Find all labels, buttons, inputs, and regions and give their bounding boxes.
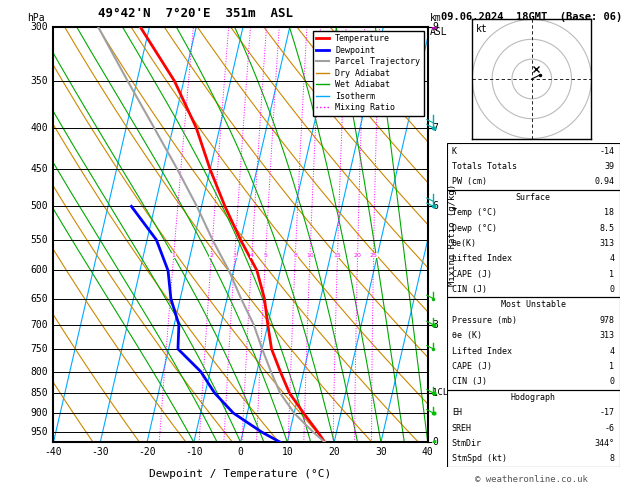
Text: km: km	[430, 13, 442, 22]
Text: CIN (J): CIN (J)	[452, 285, 487, 294]
Bar	[447, 390, 620, 467]
Text: 0: 0	[238, 447, 243, 457]
Text: Dewpoint / Temperature (°C): Dewpoint / Temperature (°C)	[150, 469, 331, 479]
Text: StmSpd (kt): StmSpd (kt)	[452, 454, 507, 463]
Text: 3: 3	[432, 320, 438, 330]
Text: 9: 9	[432, 22, 438, 32]
Text: 25: 25	[370, 253, 377, 258]
Text: Pressure (mb): Pressure (mb)	[452, 316, 517, 325]
Text: Lifted Index: Lifted Index	[452, 254, 512, 263]
Bar	[447, 190, 620, 297]
Text: 344°: 344°	[594, 439, 615, 448]
Text: 09.06.2024  18GMT  (Base: 06): 09.06.2024 18GMT (Base: 06)	[441, 12, 622, 22]
Text: 30: 30	[375, 447, 387, 457]
Text: 313: 313	[599, 331, 615, 340]
Text: 10: 10	[282, 447, 293, 457]
Text: -20: -20	[138, 447, 156, 457]
Text: 8: 8	[610, 454, 615, 463]
Text: 3: 3	[233, 253, 237, 258]
Text: Lifted Index: Lifted Index	[452, 347, 512, 356]
Text: 850: 850	[30, 388, 48, 398]
Text: 900: 900	[30, 408, 48, 418]
Text: -17: -17	[599, 408, 615, 417]
Text: 4: 4	[250, 253, 254, 258]
Text: -6: -6	[604, 424, 615, 433]
Text: 8: 8	[293, 253, 298, 258]
Text: Totals Totals: Totals Totals	[452, 162, 517, 171]
Text: -40: -40	[45, 447, 62, 457]
Text: kt: kt	[476, 24, 487, 34]
Bar	[447, 297, 620, 390]
Text: PW (cm): PW (cm)	[452, 177, 487, 186]
Text: 600: 600	[30, 265, 48, 276]
Text: 0: 0	[610, 378, 615, 386]
Text: Mixing Ratio (g/kg): Mixing Ratio (g/kg)	[448, 183, 457, 286]
Legend: Temperature, Dewpoint, Parcel Trajectory, Dry Adiabat, Wet Adiabat, Isotherm, Mi: Temperature, Dewpoint, Parcel Trajectory…	[313, 31, 423, 116]
Text: -14: -14	[599, 147, 615, 156]
Text: 5: 5	[264, 253, 267, 258]
Text: 450: 450	[30, 164, 48, 174]
Text: 950: 950	[30, 427, 48, 437]
Text: CIN (J): CIN (J)	[452, 378, 487, 386]
Text: -30: -30	[91, 447, 109, 457]
Text: 500: 500	[30, 201, 48, 211]
Text: 4: 4	[610, 254, 615, 263]
Text: 300: 300	[30, 22, 48, 32]
Text: 20: 20	[353, 253, 362, 258]
Text: Temp (°C): Temp (°C)	[452, 208, 497, 217]
Text: -10: -10	[185, 447, 203, 457]
Text: 20: 20	[328, 447, 340, 457]
Text: 400: 400	[30, 123, 48, 133]
Text: 700: 700	[30, 320, 48, 330]
Text: SREH: SREH	[452, 424, 472, 433]
Text: ASL: ASL	[430, 27, 447, 37]
Text: 4: 4	[610, 347, 615, 356]
Text: 800: 800	[30, 366, 48, 377]
Text: 0: 0	[432, 437, 438, 447]
Text: 1: 1	[172, 253, 175, 258]
Text: 6: 6	[432, 201, 438, 211]
Text: 0: 0	[610, 285, 615, 294]
Text: 2: 2	[209, 253, 213, 258]
Text: 49°42'N  7°20'E  351m  ASL: 49°42'N 7°20'E 351m ASL	[98, 7, 293, 20]
Text: 650: 650	[30, 294, 48, 304]
Text: 10: 10	[306, 253, 314, 258]
Text: 7: 7	[432, 123, 438, 133]
Text: Hodograph: Hodograph	[511, 393, 555, 402]
Text: EH: EH	[452, 408, 462, 417]
Text: hPa: hPa	[27, 13, 45, 22]
Text: 1: 1	[432, 388, 438, 398]
Text: 550: 550	[30, 235, 48, 245]
Text: θe(K): θe(K)	[452, 239, 477, 248]
Text: K: K	[452, 147, 457, 156]
Text: Surface: Surface	[516, 193, 550, 202]
Text: 1: 1	[610, 362, 615, 371]
Text: 313: 313	[599, 239, 615, 248]
Text: 15: 15	[333, 253, 342, 258]
Text: 0.94: 0.94	[594, 177, 615, 186]
Text: Most Unstable: Most Unstable	[501, 300, 565, 310]
Text: 39: 39	[604, 162, 615, 171]
Text: LCL: LCL	[432, 388, 448, 397]
Text: 1: 1	[610, 270, 615, 278]
Text: StmDir: StmDir	[452, 439, 482, 448]
Text: CAPE (J): CAPE (J)	[452, 270, 492, 278]
Text: 8.5: 8.5	[599, 224, 615, 232]
Text: 750: 750	[30, 344, 48, 354]
Text: 350: 350	[30, 76, 48, 86]
Text: CAPE (J): CAPE (J)	[452, 362, 492, 371]
Text: 978: 978	[599, 316, 615, 325]
Text: θe (K): θe (K)	[452, 331, 482, 340]
Text: 18: 18	[604, 208, 615, 217]
Text: 40: 40	[422, 447, 433, 457]
Text: © weatheronline.co.uk: © weatheronline.co.uk	[475, 474, 588, 484]
Text: Dewp (°C): Dewp (°C)	[452, 224, 497, 232]
Bar	[447, 143, 620, 190]
